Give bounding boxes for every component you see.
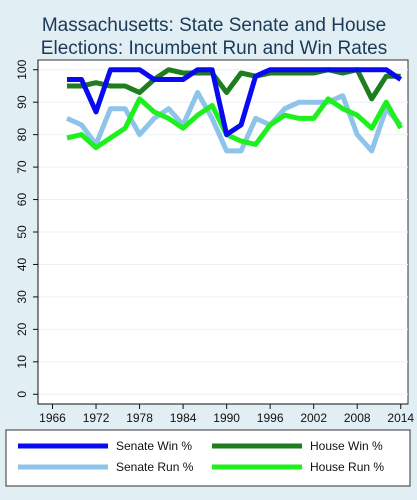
x-tick-label-1996: 1996 xyxy=(257,411,284,425)
series-lines xyxy=(65,67,403,154)
legend: Senate Win % House Win % Senate Run % House… xyxy=(18,439,384,474)
legend-label-senate-win: Senate Win % xyxy=(116,439,192,453)
y-tick-label-100: 100 xyxy=(15,59,29,79)
senate-run-line xyxy=(65,90,403,154)
x-tick-label-2008: 2008 xyxy=(344,411,371,425)
y-tick-label-90: 90 xyxy=(15,95,29,109)
x-axis: 1966 1972 1978 1984 1990 1996 2002 2008 2014 xyxy=(38,403,414,425)
x-tick-label-2014: 2014 xyxy=(387,411,414,425)
y-axis: 0 10 20 30 40 50 60 70 80 90 100 xyxy=(15,59,39,404)
house-run-line xyxy=(66,96,403,151)
chart-title-line-2: Elections: Incumbent Run and Win Rates xyxy=(41,38,387,59)
legend-label-house-win: House Win % xyxy=(310,439,383,453)
x-tick-label-2002: 2002 xyxy=(300,411,327,425)
legend-label-senate-run: Senate Run % xyxy=(116,460,194,474)
y-tick-label-40: 40 xyxy=(15,257,29,271)
y-tick-label-50: 50 xyxy=(15,225,29,239)
x-tick-label-1984: 1984 xyxy=(170,411,197,425)
house-win-line xyxy=(67,67,401,102)
legend-box xyxy=(5,429,411,487)
senate-win-line xyxy=(67,67,403,138)
y-tick-label-70: 70 xyxy=(15,160,29,174)
x-tick-label-1978: 1978 xyxy=(126,411,153,425)
y-tick-label-80: 80 xyxy=(15,128,29,142)
y-tick-label-60: 60 xyxy=(15,193,29,207)
y-tick-label-0: 0 xyxy=(15,391,29,398)
chart-title-line-1: Massachusetts: State Senate and House xyxy=(42,15,386,36)
legend-label-house-run: House Run % xyxy=(310,460,384,474)
x-tick-label-1966: 1966 xyxy=(39,411,66,425)
y-tick-label-10: 10 xyxy=(15,355,29,369)
y-tick-label-30: 30 xyxy=(15,290,29,304)
x-tick-label-1972: 1972 xyxy=(83,411,110,425)
x-tick-label-1990: 1990 xyxy=(213,411,240,425)
y-tick-label-20: 20 xyxy=(15,322,29,336)
